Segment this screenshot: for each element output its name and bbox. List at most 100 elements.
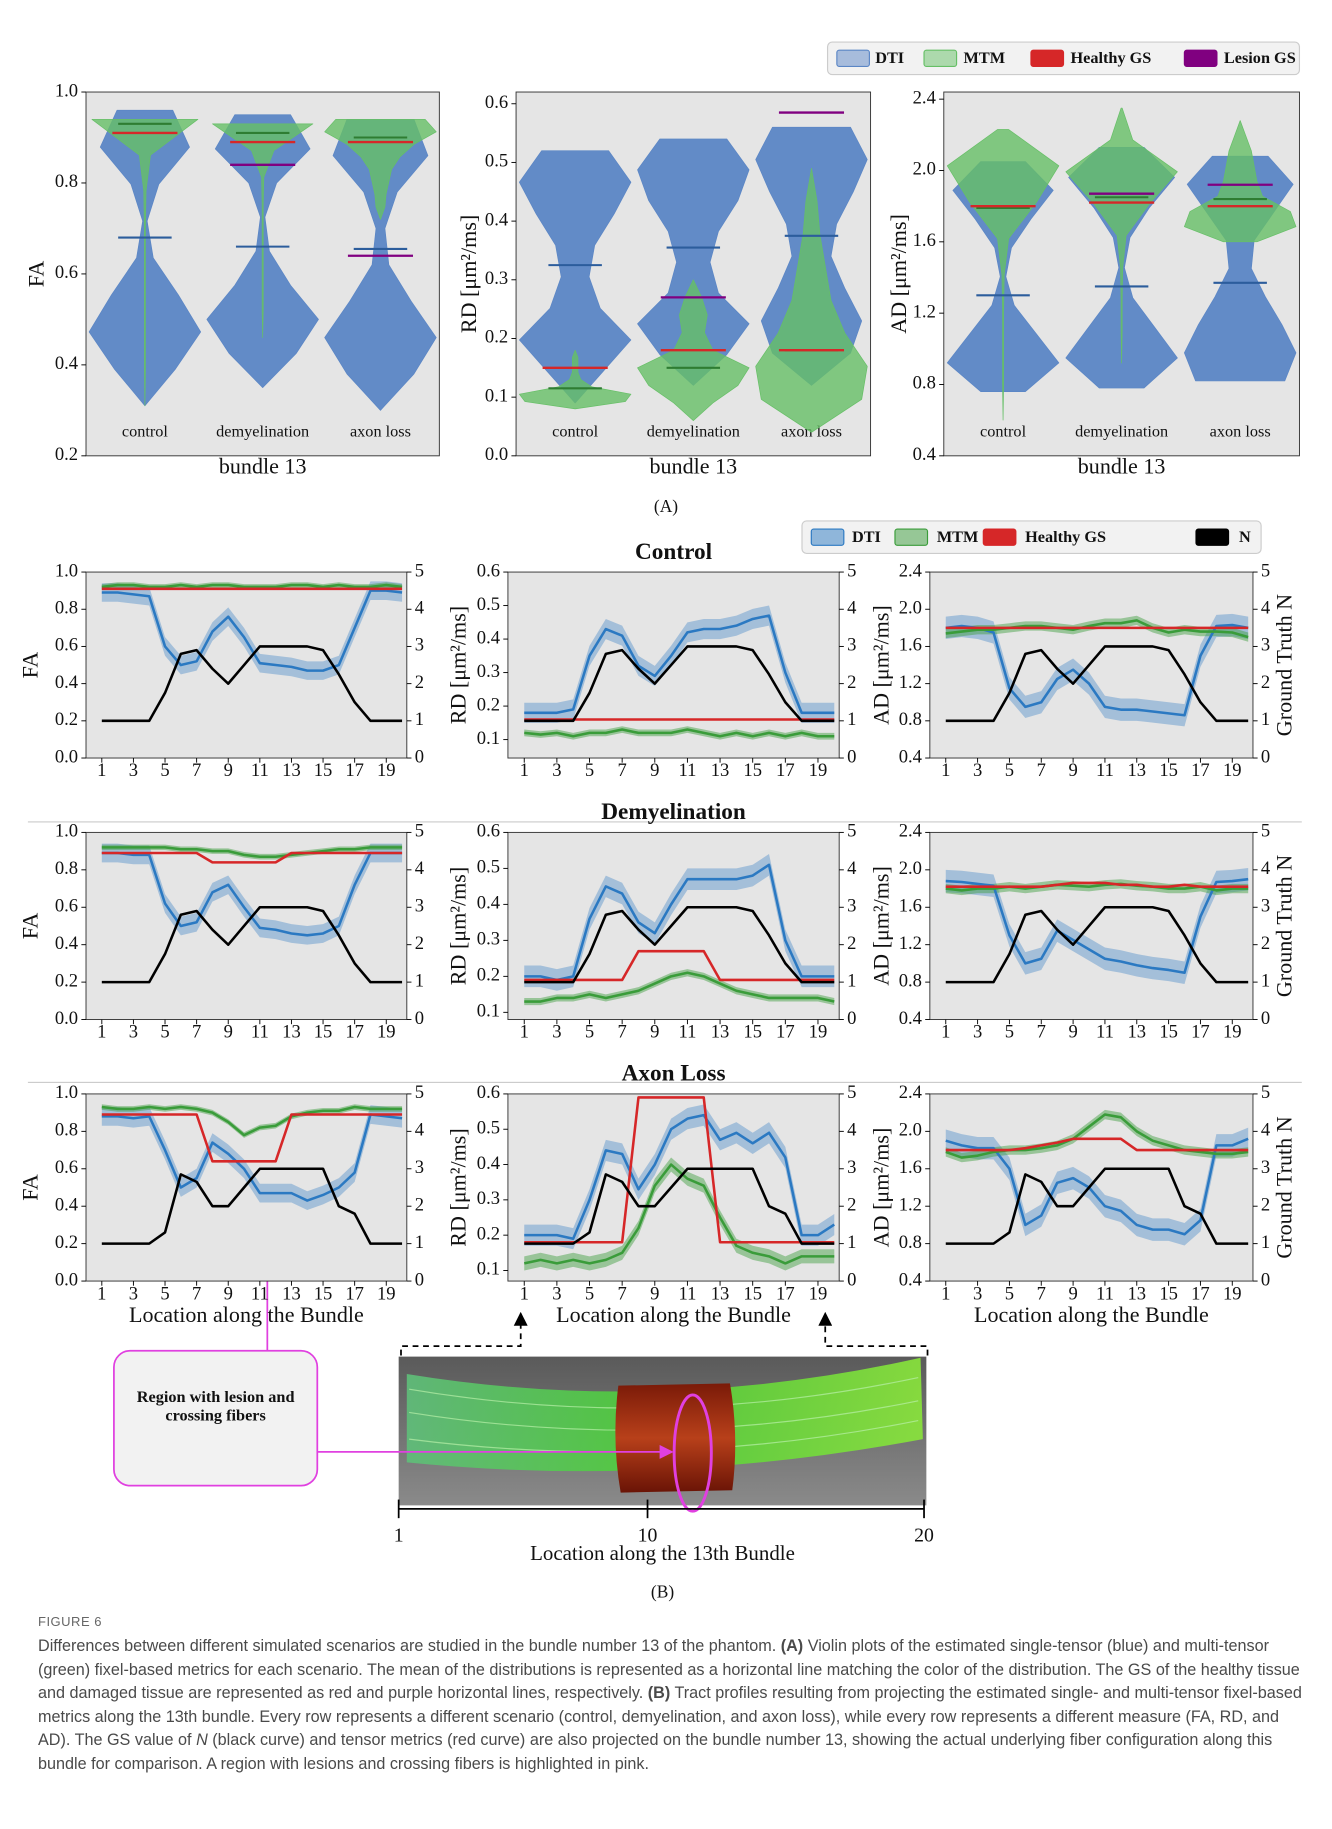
y2-tick-label: 3: [415, 1157, 424, 1178]
y-axis-label: AD [μm²/ms]: [868, 866, 893, 986]
x-tick-label: 13: [711, 760, 730, 781]
x-tick-label: 11: [251, 760, 269, 781]
caption-part: (black curve) and tensor metrics (red cu…: [38, 1731, 1272, 1773]
y-tick-label: 2.4: [913, 87, 936, 108]
y-tick-label: 0.4: [55, 672, 78, 693]
legend-label: Lesion GS: [1224, 49, 1296, 67]
legend: DTIMTMHealthy GSLesion GS: [828, 42, 1300, 75]
y-tick-label: 2.4: [899, 560, 922, 581]
y-tick-label: 0.1: [477, 1259, 500, 1280]
y-tick-label: 0.1: [485, 385, 508, 406]
x-tick-label: 17: [776, 760, 795, 781]
legend-label: DTI: [875, 49, 904, 67]
x-tick-label: 5: [160, 1283, 169, 1304]
x-tick-label: demyelination: [1075, 422, 1168, 440]
x-tick-label: 3: [973, 1022, 982, 1043]
x-tick-label: 11: [678, 1283, 696, 1304]
x-tick-label: 10: [638, 1524, 658, 1546]
y2-tick-label: 0: [1261, 746, 1270, 767]
x-tick-label: 9: [1068, 1022, 1077, 1043]
x-tick-label: 11: [251, 1022, 269, 1043]
y2-tick-label: 3: [847, 635, 856, 656]
y2-tick-label: 0: [847, 1269, 856, 1290]
y-tick-label: 1.2: [899, 1194, 922, 1215]
x-tick-label: 15: [314, 760, 333, 781]
y2-tick-label: 2: [415, 1194, 424, 1215]
y2-axis-label: Ground Truth N: [1272, 855, 1297, 997]
x-tick-label: 9: [650, 1283, 659, 1304]
x-tick-label: 13: [282, 760, 301, 781]
legend-label: Healthy GS: [1025, 528, 1106, 546]
legend-swatch: [837, 50, 870, 66]
x-tick-label: 17: [1191, 760, 1210, 781]
y2-tick-label: 4: [415, 598, 424, 619]
x-tick-label: 15: [743, 760, 762, 781]
x-tick-label: 9: [1068, 1283, 1077, 1304]
y-axis-label: AD [μm²/ms]: [886, 214, 911, 334]
caption-part: (A): [781, 1637, 803, 1655]
caption: FIGURE 6 Differences between different s…: [38, 1614, 1308, 1777]
y-tick-label: 0.4: [55, 1194, 78, 1215]
x-tick-label: 17: [1191, 1022, 1210, 1043]
caption-text: Differences between different simulated …: [38, 1635, 1308, 1777]
x-tick-label: 7: [1037, 760, 1046, 781]
y-tick-label: 0.6: [55, 896, 78, 917]
x-tick-label: 17: [345, 760, 364, 781]
y2-tick-label: 5: [1261, 821, 1270, 842]
y2-tick-label: 5: [415, 1082, 424, 1103]
x-tick-label: 15: [314, 1283, 333, 1304]
x-tick-label: 5: [160, 760, 169, 781]
y-axis-label: FA: [23, 261, 48, 288]
y-tick-label: 0.5: [485, 151, 508, 172]
x-tick-label: 9: [224, 1022, 233, 1043]
y-tick-label: 0.5: [477, 594, 500, 615]
y2-tick-label: 3: [1261, 1157, 1270, 1178]
x-axis-label: bundle 13: [649, 454, 737, 479]
y-tick-label: 2.4: [899, 1082, 922, 1103]
y2-tick-label: 5: [1261, 560, 1270, 581]
x-tick-label: 3: [973, 1283, 982, 1304]
x-tick-label: 11: [251, 1283, 269, 1304]
y-tick-label: 0.8: [55, 858, 78, 879]
y-tick-label: 1.0: [55, 1082, 78, 1103]
x-tick-label: 19: [809, 1283, 828, 1304]
y-tick-label: 0.4: [485, 209, 508, 230]
y-tick-label: 2.0: [899, 598, 922, 619]
y-tick-label: 0.3: [477, 661, 500, 682]
x-tick-label: 9: [224, 760, 233, 781]
y-tick-label: 0.2: [485, 327, 508, 348]
x-tick-label: 15: [743, 1283, 762, 1304]
x-tick-label: 19: [809, 1022, 828, 1043]
x-tick-label: 1: [97, 760, 106, 781]
legend-label: MTM: [937, 528, 979, 546]
y2-tick-label: 1: [415, 970, 424, 991]
x-tick-label: 15: [1159, 1022, 1178, 1043]
legend-swatch: [1184, 50, 1217, 66]
x-tick-label: 19: [809, 760, 828, 781]
y-tick-label: 1.0: [55, 821, 78, 842]
y-tick-label: 0.4: [477, 627, 500, 648]
x-tick-label: 5: [1005, 760, 1014, 781]
y-tick-label: 0.4: [477, 893, 500, 914]
y-tick-label: 0.1: [477, 1001, 500, 1022]
y-tick-label: 0.8: [55, 598, 78, 619]
x-tick-label: 13: [1127, 1022, 1146, 1043]
x-tick-label: 3: [552, 1283, 561, 1304]
x-tick-label: 7: [618, 1283, 627, 1304]
plot-area: [930, 832, 1253, 1019]
legend-swatch: [983, 529, 1016, 545]
y2-tick-label: 5: [415, 821, 424, 842]
x-tick-label: 5: [585, 1283, 594, 1304]
x-tick-label: control: [552, 422, 599, 440]
y-axis-label: FA: [18, 1174, 43, 1201]
y-tick-label: 0.0: [55, 1269, 78, 1290]
y-tick-label: 0.3: [485, 268, 508, 289]
y-tick-label: 2.4: [899, 821, 922, 842]
x-tick-label: 19: [1223, 1283, 1242, 1304]
x-tick-label: 13: [282, 1022, 301, 1043]
y2-tick-label: 4: [847, 858, 856, 879]
y2-tick-label: 2: [1261, 672, 1270, 693]
y-tick-label: 1.6: [899, 635, 922, 656]
y2-tick-label: 5: [847, 560, 856, 581]
y-tick-label: 1.0: [55, 80, 78, 101]
